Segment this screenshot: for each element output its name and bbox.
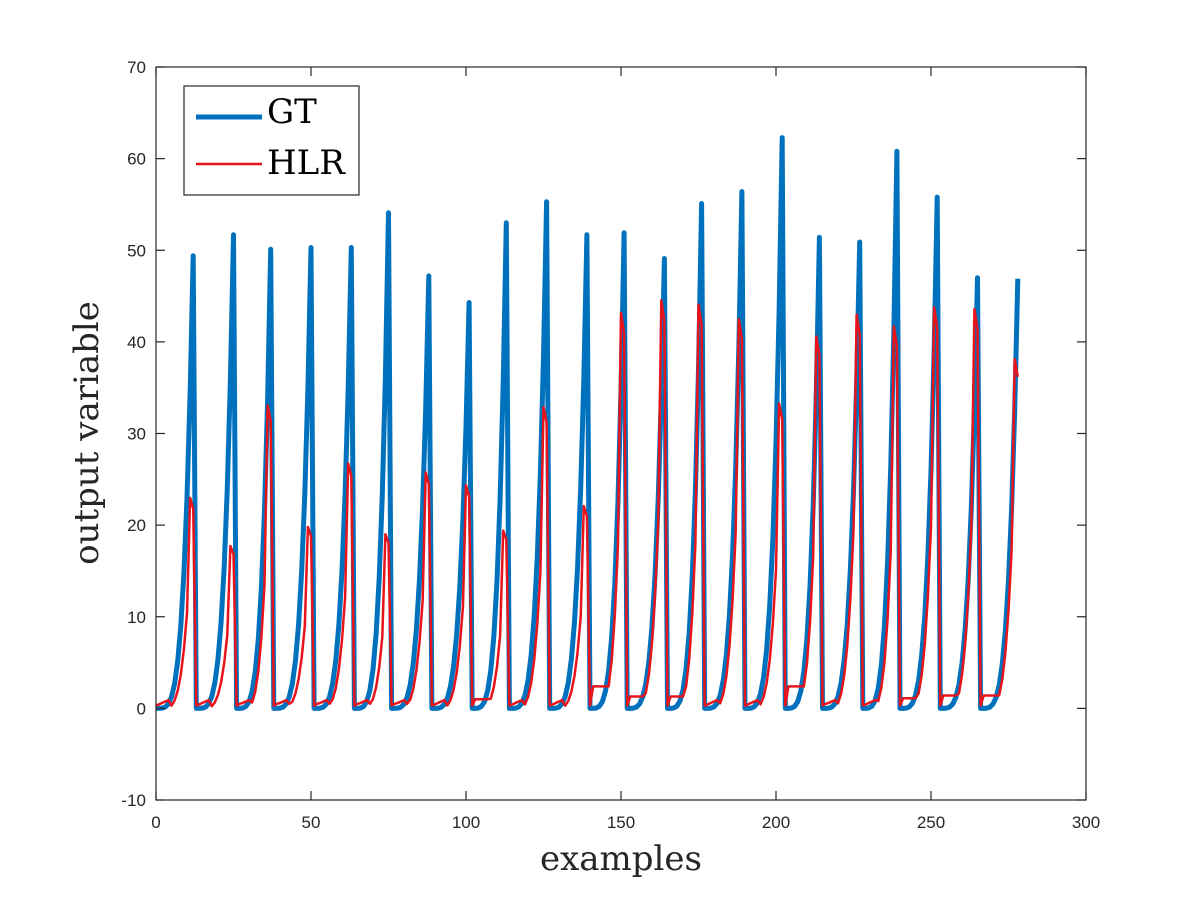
x-axis-label: examples [540, 839, 702, 879]
y-tick-label: 20 [127, 516, 146, 535]
y-tick-label: 10 [127, 608, 146, 627]
y-tick-label: 40 [127, 333, 146, 352]
y-tick-label: 30 [127, 425, 146, 444]
x-tick-label: 200 [762, 813, 790, 832]
x-tick-label: 50 [302, 813, 321, 832]
x-tick-label: 250 [917, 813, 945, 832]
y-tick-label: 70 [127, 58, 146, 77]
legend-label-hlr: HLR [267, 143, 346, 183]
legend: GT HLR [183, 85, 360, 196]
x-tick-label: 0 [151, 813, 160, 832]
legend-box [183, 85, 360, 196]
x-tick-label: 100 [452, 813, 480, 832]
tick-layer: 0 50 100 150 200 250 300 -10 0 10 20 30 40 50 60 70 [121, 58, 1100, 832]
y-tick-label: 60 [127, 150, 146, 169]
x-tick-label: 150 [607, 813, 635, 832]
x-tick-label: 300 [1072, 813, 1100, 832]
series-line-hlr [155, 298, 1020, 708]
y-tick-label: -10 [121, 791, 146, 810]
y-tick-label: 0 [137, 699, 146, 718]
series-layer [155, 135, 1021, 711]
legend-label-gt: GT [267, 92, 317, 132]
y-axis-label: output variable [67, 301, 107, 565]
series-line-gt [156, 135, 1021, 711]
y-tick-label: 50 [127, 241, 146, 260]
